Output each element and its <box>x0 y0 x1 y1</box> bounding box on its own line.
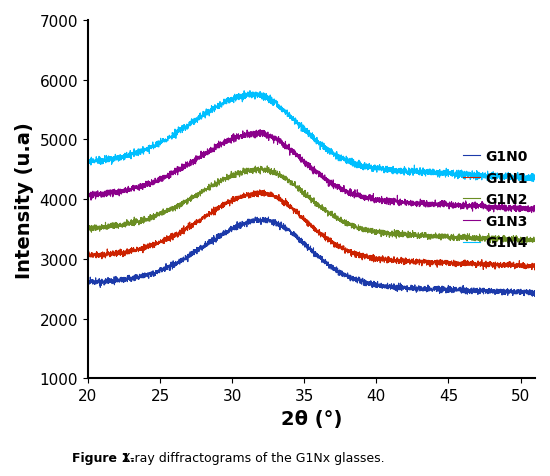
G1N0 <box>256 218 263 223</box>
G1N4 <box>523 174 530 179</box>
Line: G1N2: G1N2 <box>88 167 535 244</box>
G1N3 <box>256 131 263 137</box>
Legend: G1N0, G1N1, G1N2, G1N3, G1N4: G1N0, G1N1, G1N2, G1N3, G1N4 <box>458 144 534 256</box>
G1N0 <box>531 294 538 299</box>
G1N3 <box>276 139 282 145</box>
G1N4 <box>256 94 263 99</box>
G1N2 <box>162 211 169 217</box>
G1N2 <box>276 172 282 178</box>
G1N4 <box>532 173 538 179</box>
G1N1 <box>162 235 169 241</box>
G1N0 <box>475 287 481 293</box>
Y-axis label: Intensity (u.a): Intensity (u.a) <box>15 121 34 278</box>
G1N1 <box>475 261 481 267</box>
Line: G1N4: G1N4 <box>88 91 535 182</box>
G1N4 <box>246 89 253 94</box>
G1N2 <box>264 164 271 169</box>
G1N1 <box>136 248 142 253</box>
G1N4 <box>475 173 481 179</box>
G1N2 <box>523 235 530 241</box>
G1N0 <box>276 224 282 230</box>
G1N0 <box>532 289 538 295</box>
G1N3 <box>85 191 91 197</box>
G1N0 <box>136 275 142 280</box>
G1N2 <box>256 167 263 172</box>
G1N4 <box>85 157 91 163</box>
Text: Figure 1.: Figure 1. <box>72 451 134 464</box>
G1N3 <box>532 205 538 211</box>
Line: G1N3: G1N3 <box>88 130 535 213</box>
G1N1 <box>532 265 538 271</box>
G1N3 <box>523 205 530 210</box>
G1N3 <box>136 185 142 190</box>
Text: X-ray diffractograms of the G1Nx glasses.: X-ray diffractograms of the G1Nx glasses… <box>118 451 385 464</box>
G1N3 <box>162 174 169 180</box>
G1N2 <box>497 241 504 247</box>
G1N1 <box>257 188 263 193</box>
G1N0 <box>85 282 91 288</box>
Line: G1N1: G1N1 <box>88 190 535 270</box>
G1N3 <box>257 128 263 133</box>
G1N4 <box>276 107 282 112</box>
G1N3 <box>475 202 481 208</box>
X-axis label: 2θ (°): 2θ (°) <box>280 409 342 428</box>
G1N1 <box>276 192 282 198</box>
G1N3 <box>528 210 535 216</box>
G1N4 <box>530 179 537 185</box>
G1N1 <box>256 192 263 198</box>
G1N4 <box>136 150 142 156</box>
G1N0 <box>265 215 272 220</box>
G1N4 <box>162 137 169 142</box>
G1N0 <box>523 291 530 297</box>
G1N2 <box>85 228 91 233</box>
G1N1 <box>85 254 91 259</box>
G1N0 <box>162 264 169 269</box>
G1N2 <box>532 237 538 243</box>
G1N2 <box>136 223 142 228</box>
G1N1 <box>531 268 538 273</box>
G1N2 <box>475 238 481 244</box>
G1N1 <box>523 263 530 269</box>
Line: G1N0: G1N0 <box>88 218 535 297</box>
